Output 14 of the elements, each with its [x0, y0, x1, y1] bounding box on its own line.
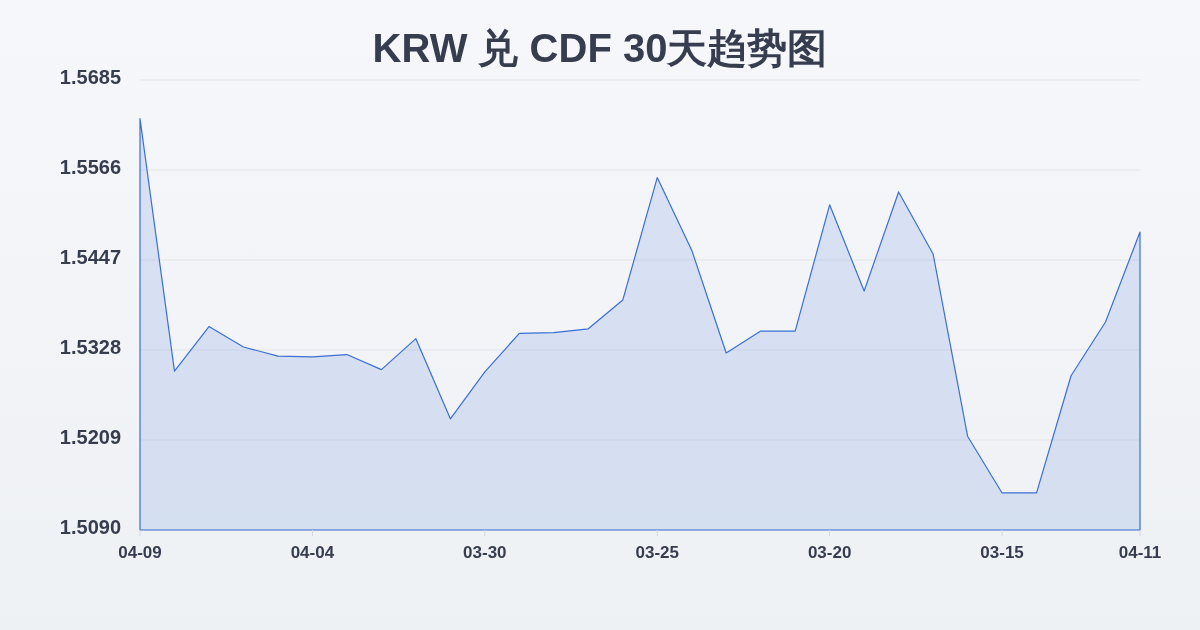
x-tick-label: 03-15 [980, 543, 1024, 563]
x-tick-label: 04-11 [1118, 543, 1162, 563]
x-tick-label: 04-04 [290, 543, 335, 563]
y-tick-label: 1.5566 [59, 156, 121, 179]
x-tick-label: 03-20 [807, 543, 852, 563]
y-tick-label: 1.5685 [59, 66, 121, 89]
chart-title: KRW 兑 CDF 30天趋势图 [372, 26, 828, 70]
x-tick-label: 03-25 [635, 543, 679, 563]
x-tick-label: 03-30 [463, 543, 507, 563]
y-tick-label: 1.5447 [59, 246, 121, 269]
y-tick-label: 1.5209 [59, 426, 121, 449]
x-tick-label: 04-09 [118, 543, 162, 563]
y-tick-label: 1.5090 [59, 516, 121, 539]
y-tick-label: 1.5328 [59, 336, 121, 359]
